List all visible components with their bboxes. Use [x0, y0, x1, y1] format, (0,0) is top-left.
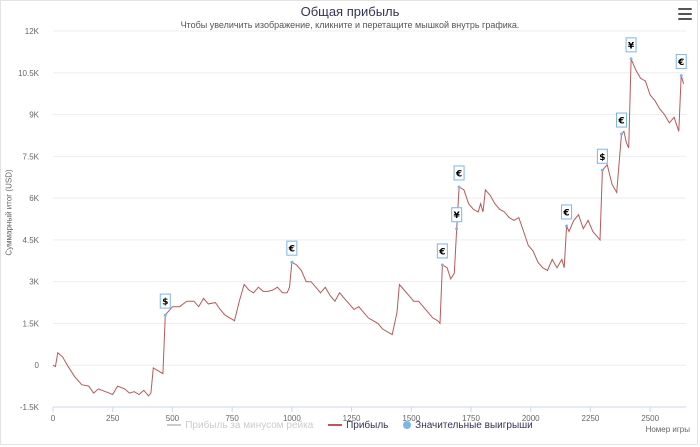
x-tick-label: 1750 [462, 414, 480, 423]
y-tick-label: 0 [35, 361, 40, 370]
big-win-point [440, 263, 444, 267]
hamburger-menu-icon[interactable] [678, 8, 692, 20]
y-tick-label: 6K [29, 194, 39, 203]
big-win-point [629, 57, 633, 61]
y-tick-label: 12K [25, 27, 40, 36]
legend-net-profit-label: Прибыль за минусом рейка [185, 420, 314, 431]
big-win-point [457, 185, 461, 189]
x-tick-label: 250 [106, 414, 120, 423]
big-win-flag [286, 240, 298, 256]
legend-big-wins-label: Значительные выигрыши [415, 420, 533, 431]
x-tick-label: 2500 [641, 414, 659, 423]
big-win-point [455, 227, 459, 231]
big-win-flag [436, 243, 448, 259]
big-win-currency-symbol: ¥ [628, 41, 635, 51]
y-tick-label: 4.5K [23, 236, 40, 245]
big-win-flag [451, 207, 463, 223]
legend-item-big-wins[interactable]: Значительные выигрыши [403, 420, 533, 431]
y-tick-label: 7.5K [23, 152, 40, 161]
big-win-point [163, 313, 167, 317]
big-win-currency-symbol: € [438, 247, 445, 257]
y-tick-label: 10.5K [18, 69, 40, 78]
y-tick-label: -1.5K [20, 403, 40, 412]
big-win-flag [625, 37, 637, 53]
big-win-currency-symbol: € [455, 169, 462, 179]
profit-series-line [52, 58, 685, 397]
legend-item-net-profit[interactable]: Прибыль за минусом рейка [167, 420, 313, 431]
x-tick-label: 750 [225, 414, 239, 423]
y-tick-label: 3K [29, 278, 39, 287]
x-tick-label: 2000 [522, 414, 540, 423]
big-win-flag [675, 54, 687, 70]
big-win-point [290, 260, 294, 264]
x-tick-label: 1000 [283, 414, 301, 423]
big-win-point [620, 132, 624, 136]
big-win-currency-symbol: $ [162, 298, 168, 308]
big-win-currency-symbol: € [617, 117, 624, 127]
big-win-flag [596, 148, 608, 164]
big-win-flag [453, 165, 465, 181]
big-win-point [679, 74, 683, 78]
chart-title: Общая прибыль [300, 4, 400, 19]
legend-profit-label: Прибыль [346, 420, 389, 431]
legend-item-profit[interactable]: Прибыль [328, 420, 388, 431]
legend-profit-swatch [328, 424, 343, 427]
x-tick-label: 500 [166, 414, 180, 423]
big-win-currency-symbol: € [677, 58, 684, 68]
big-win-currency-symbol: ¥ [454, 211, 461, 221]
x-axis-label: Номер игры [645, 425, 690, 434]
y-tick-label: 9K [29, 111, 39, 120]
big-win-currency-symbol: € [288, 245, 295, 255]
y-tick-label: 1.5K [23, 319, 40, 328]
chart-subtitle: Чтобы увеличить изображение, кликните и … [180, 20, 520, 30]
big-win-currency-symbol: $ [599, 153, 605, 163]
big-win-flag [616, 112, 628, 128]
x-tick-label: 2250 [582, 414, 600, 423]
x-tick-label: 1500 [402, 414, 420, 423]
big-win-currency-symbol: € [562, 208, 569, 218]
legend-big-wins-dot [403, 421, 412, 430]
x-tick-label: 0 [51, 414, 56, 423]
big-win-point [565, 224, 569, 228]
legend-net-profit-swatch [167, 424, 182, 427]
x-tick-label: 1250 [343, 414, 361, 423]
big-win-flag [561, 204, 573, 220]
big-win-point [600, 168, 604, 172]
chart-legend: Прибыль за минусом рейка Прибыль Значите… [0, 420, 700, 431]
big-win-flag [159, 293, 171, 309]
